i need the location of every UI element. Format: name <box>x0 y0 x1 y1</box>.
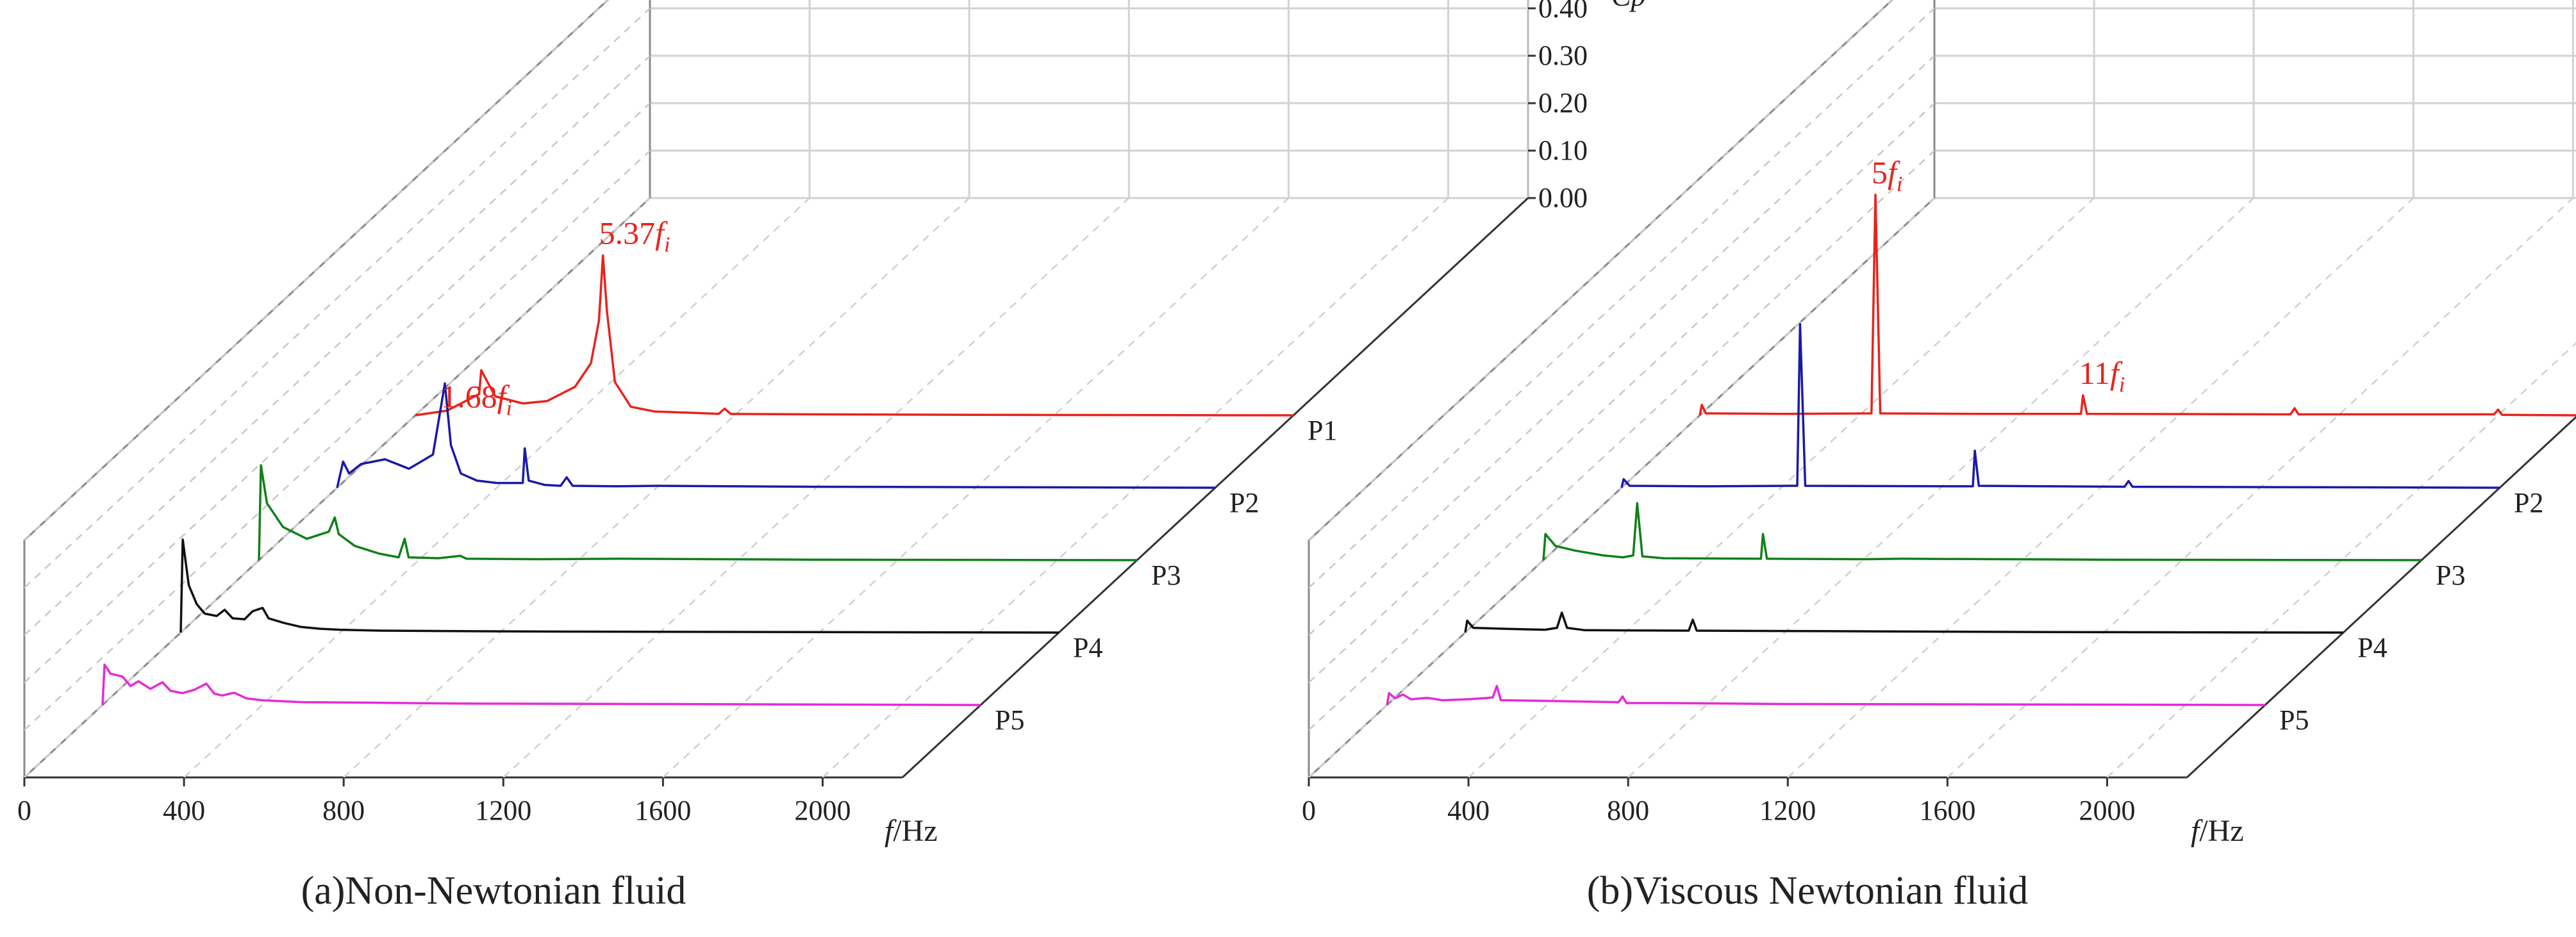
x-tick-label: 1200 <box>475 795 531 826</box>
series-line-p3 <box>1542 502 2422 561</box>
x-tick-label: 1200 <box>1759 795 1816 826</box>
series-line-p2 <box>336 382 1216 489</box>
peak-annotation-subscript: i <box>2119 373 2125 397</box>
back-wall <box>1933 0 2576 199</box>
x-tick-label: 2000 <box>794 795 851 826</box>
series-label-p3: P3 <box>2436 560 2465 591</box>
x-tick-label: 400 <box>1447 795 1490 826</box>
left-wall-gridline <box>24 55 651 636</box>
peak-annotation-subscript: i <box>664 233 670 257</box>
series-label-p5: P5 <box>2279 704 2309 736</box>
left-wall-gridline <box>24 8 651 588</box>
z-tick-label: 0.00 <box>1538 182 1588 213</box>
left-wall <box>23 0 651 780</box>
x-axis-label: f/Hz <box>2191 814 2244 848</box>
series-label-p4: P4 <box>1073 632 1102 663</box>
series-label-p5: P5 <box>995 704 1024 736</box>
peak-annotation-value: 1.68 <box>441 379 497 415</box>
left-wall-gridline <box>24 103 651 683</box>
left-wall-gridline <box>1308 55 1935 636</box>
series-line-p1 <box>415 254 1294 417</box>
left-wall-gridline <box>1308 103 1935 683</box>
x-tick-label: 2000 <box>2079 795 2135 826</box>
series-line-p5 <box>101 663 981 706</box>
series-line-p1 <box>1699 194 2576 417</box>
peak-annotation: 5fi <box>1872 154 1902 196</box>
peak-annotation-subscript: i <box>1897 172 1902 196</box>
series-label-p1: P1 <box>1308 415 1337 446</box>
peak-annotation-value: 11 <box>2079 355 2110 391</box>
series-label-p2: P2 <box>2514 487 2543 518</box>
z-tick-label: 0.20 <box>1538 87 1588 119</box>
floor-gridline <box>343 197 970 778</box>
chart-title: (a)Non-Newtonian fluid <box>301 869 686 913</box>
series-line-p5 <box>1386 684 2266 706</box>
floor-gridline <box>1468 197 2095 778</box>
chart-panel-a: 0 400 800 1200 1600 2000 f/Hz 0.00 0.10 0.20 0.30 0… <box>17 0 1646 913</box>
z-tick-label: 0.10 <box>1538 135 1588 166</box>
x-axis-label: f/Hz <box>885 814 938 848</box>
left-wall-gridline <box>1308 8 1935 588</box>
left-wall-gridline <box>24 0 609 541</box>
peak-annotation-value: 5.37 <box>599 215 656 251</box>
z-axis-label: Cp <box>1611 0 1646 12</box>
x-tick-label: 800 <box>1607 795 1649 826</box>
x-tick-label: 1600 <box>1919 795 1975 826</box>
x-tick-label: 800 <box>322 795 365 826</box>
series-line-p4 <box>179 538 1059 634</box>
series-line-p2 <box>1620 322 2500 489</box>
z-tick-label: 0.30 <box>1538 40 1588 71</box>
chart-panel-b: 0 400 800 1200 1600 2000 f/Hz 0.00 0.10 0.20 0.30 0… <box>1302 0 2576 913</box>
floor-gridline <box>1627 197 2255 778</box>
peak-annotation-value: 5 <box>1872 154 1888 190</box>
x-tick-label: 0 <box>17 795 31 826</box>
chart-title: (b)Viscous Newtonian fluid <box>1587 869 2028 913</box>
x-tick-label: 1600 <box>635 795 691 826</box>
floor-gridline <box>183 197 810 778</box>
peak-annotation: 1.68fi <box>441 379 512 420</box>
peak-annotation-subscript: i <box>506 397 512 420</box>
left-wall-gridline <box>24 150 651 731</box>
series-label-p3: P3 <box>1151 560 1181 591</box>
peak-annotation: 11fi <box>2079 355 2125 397</box>
x-axis-label-unit: /Hz <box>893 814 937 848</box>
x-tick-label: 0 <box>1302 795 1316 826</box>
x-axis-label-unit: /Hz <box>2199 814 2243 848</box>
series-line-p4 <box>1464 611 2344 634</box>
peak-annotation: 5.37fi <box>599 215 670 257</box>
back-wall <box>649 0 1529 199</box>
series-line-p3 <box>258 464 1138 561</box>
z-tick-label: 0.40 <box>1538 0 1588 24</box>
left-wall-gridline <box>1308 0 1893 541</box>
series-label-p4: P4 <box>2357 632 2387 663</box>
series-label-p2: P2 <box>1229 487 1259 518</box>
x-tick-label: 400 <box>163 795 205 826</box>
left-wall-gridline <box>1308 150 1935 731</box>
